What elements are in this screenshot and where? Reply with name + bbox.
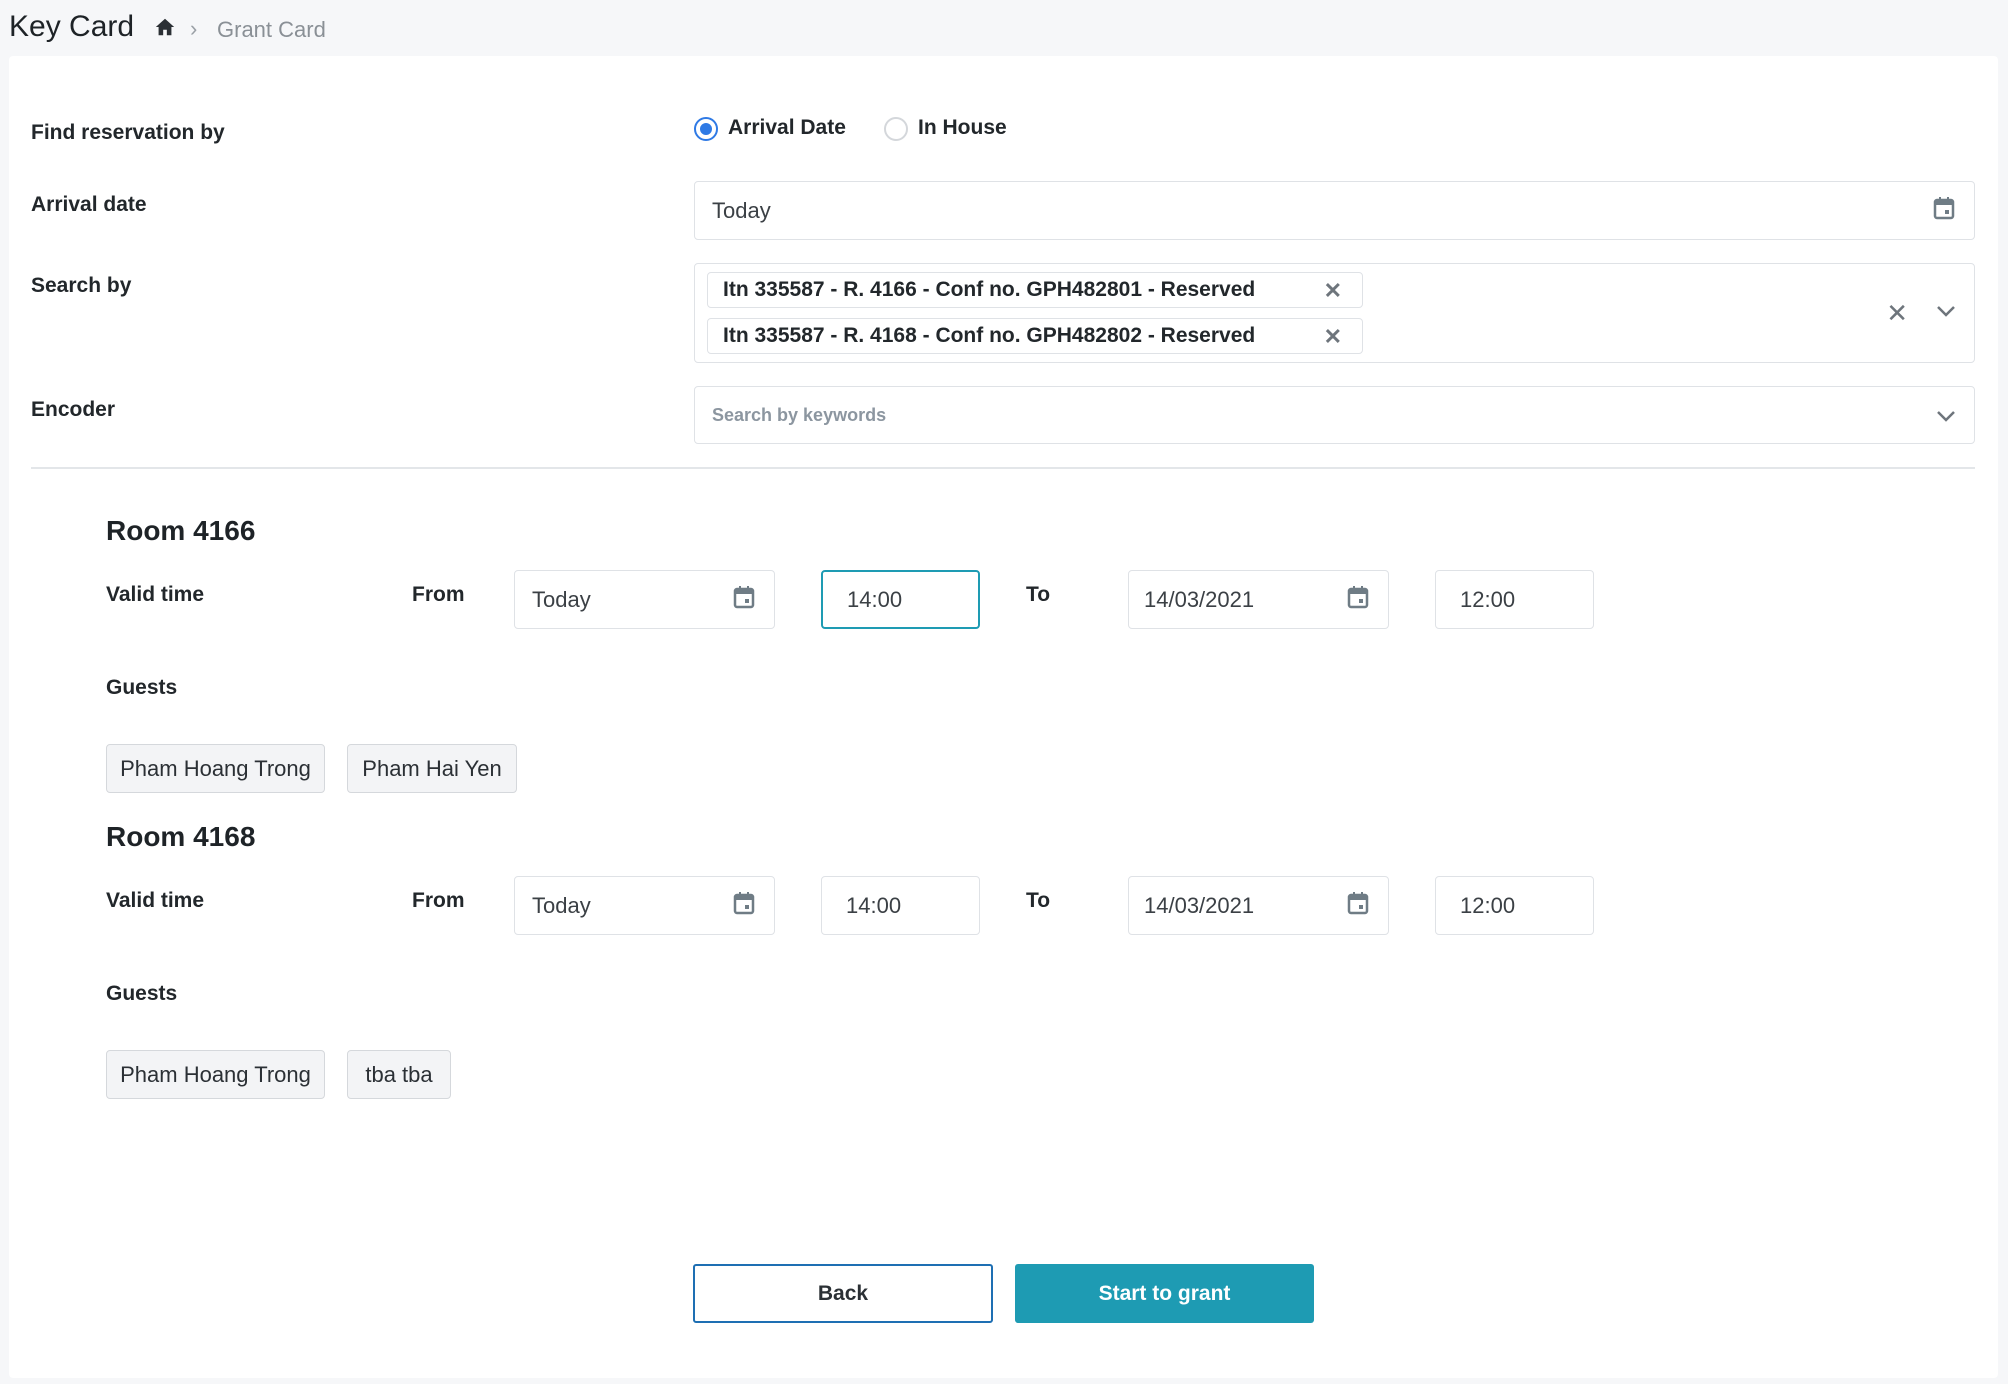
chevron-down-icon[interactable] <box>1936 304 1956 318</box>
radio-arrival-date[interactable] <box>694 117 718 141</box>
divider <box>31 467 1975 469</box>
guest-chip[interactable]: tba tba <box>347 1050 451 1099</box>
page-title: Key Card <box>9 10 135 43</box>
from-time-value: 14:00 <box>846 892 902 918</box>
clear-all-icon[interactable]: ✕ <box>1886 298 1908 328</box>
encoder-label: Encoder <box>31 398 116 421</box>
to-date-input[interactable]: 14/03/2021 <box>1128 876 1389 935</box>
from-label: From <box>412 889 465 912</box>
guest-chip[interactable]: Pham Hoang Trong <box>106 1050 325 1099</box>
from-date-value: Today <box>532 586 591 612</box>
remove-chip-icon[interactable]: ✕ <box>1323 324 1342 349</box>
grant-card-panel <box>9 56 1998 1378</box>
guest-chip[interactable]: Pham Hai Yen <box>347 744 517 793</box>
guests-label: Guests <box>106 982 178 1005</box>
search-chip: Itn 335587 - R. 4166 - Conf no. GPH48280… <box>707 272 1363 308</box>
to-date-value: 14/03/2021 <box>1144 892 1255 918</box>
from-date-value: Today <box>532 892 591 918</box>
to-label: To <box>1026 583 1051 606</box>
room-title: Room 4168 <box>106 821 256 852</box>
to-time-input[interactable]: 12:00 <box>1435 570 1594 629</box>
to-time-input[interactable]: 12:00 <box>1435 876 1594 935</box>
radio-arrival-date-label[interactable]: Arrival Date <box>728 116 846 139</box>
arrival-date-value: Today <box>712 197 771 223</box>
guest-chip[interactable]: Pham Hoang Trong <box>106 744 325 793</box>
calendar-icon[interactable] <box>733 891 755 915</box>
breadcrumb-current: Grant Card <box>217 17 326 42</box>
radio-in-house-label[interactable]: In House <box>918 116 1007 139</box>
to-label: To <box>1026 889 1051 912</box>
start-to-grant-button[interactable]: Start to grant <box>1015 1264 1314 1323</box>
arrival-date-label: Arrival date <box>31 193 147 216</box>
search-chip: Itn 335587 - R. 4168 - Conf no. GPH48280… <box>707 318 1363 354</box>
find-label: Find reservation by <box>31 121 225 144</box>
home-icon[interactable] <box>154 16 176 38</box>
room-title: Room 4166 <box>106 515 256 546</box>
to-date-input[interactable]: 14/03/2021 <box>1128 570 1389 629</box>
back-button[interactable]: Back <box>693 1264 993 1323</box>
search-by-label: Search by <box>31 274 132 297</box>
arrival-date-input[interactable]: Today <box>694 181 1975 240</box>
chevron-down-icon[interactable] <box>1936 409 1956 423</box>
search-by-multiselect[interactable]: Itn 335587 - R. 4166 - Conf no. GPH48280… <box>694 263 1975 363</box>
from-date-input[interactable]: Today <box>514 876 775 935</box>
radio-in-house[interactable] <box>884 117 908 141</box>
from-time-input[interactable]: 14:00 <box>821 876 980 935</box>
from-time-input[interactable]: 14:00 <box>821 570 980 629</box>
calendar-icon[interactable] <box>733 585 755 609</box>
calendar-icon[interactable] <box>1347 891 1369 915</box>
to-time-value: 12:00 <box>1460 892 1516 918</box>
from-label: From <box>412 583 465 606</box>
guests-label: Guests <box>106 676 178 699</box>
valid-time-label: Valid time <box>106 889 205 912</box>
remove-chip-icon[interactable]: ✕ <box>1323 278 1342 303</box>
to-date-value: 14/03/2021 <box>1144 586 1255 612</box>
valid-time-label: Valid time <box>106 583 205 606</box>
from-date-input[interactable]: Today <box>514 570 775 629</box>
calendar-icon[interactable] <box>1347 585 1369 609</box>
chevron-right-icon: › <box>190 16 198 41</box>
from-time-value: 14:00 <box>847 586 903 612</box>
to-time-value: 12:00 <box>1460 586 1516 612</box>
search-chip-label: Itn 335587 - R. 4166 - Conf no. GPH48280… <box>723 278 1256 301</box>
calendar-icon[interactable] <box>1933 196 1955 220</box>
encoder-select[interactable]: Search by keywords <box>694 386 1975 444</box>
search-chip-label: Itn 335587 - R. 4168 - Conf no. GPH48280… <box>723 324 1256 347</box>
encoder-placeholder: Search by keywords <box>712 404 887 425</box>
